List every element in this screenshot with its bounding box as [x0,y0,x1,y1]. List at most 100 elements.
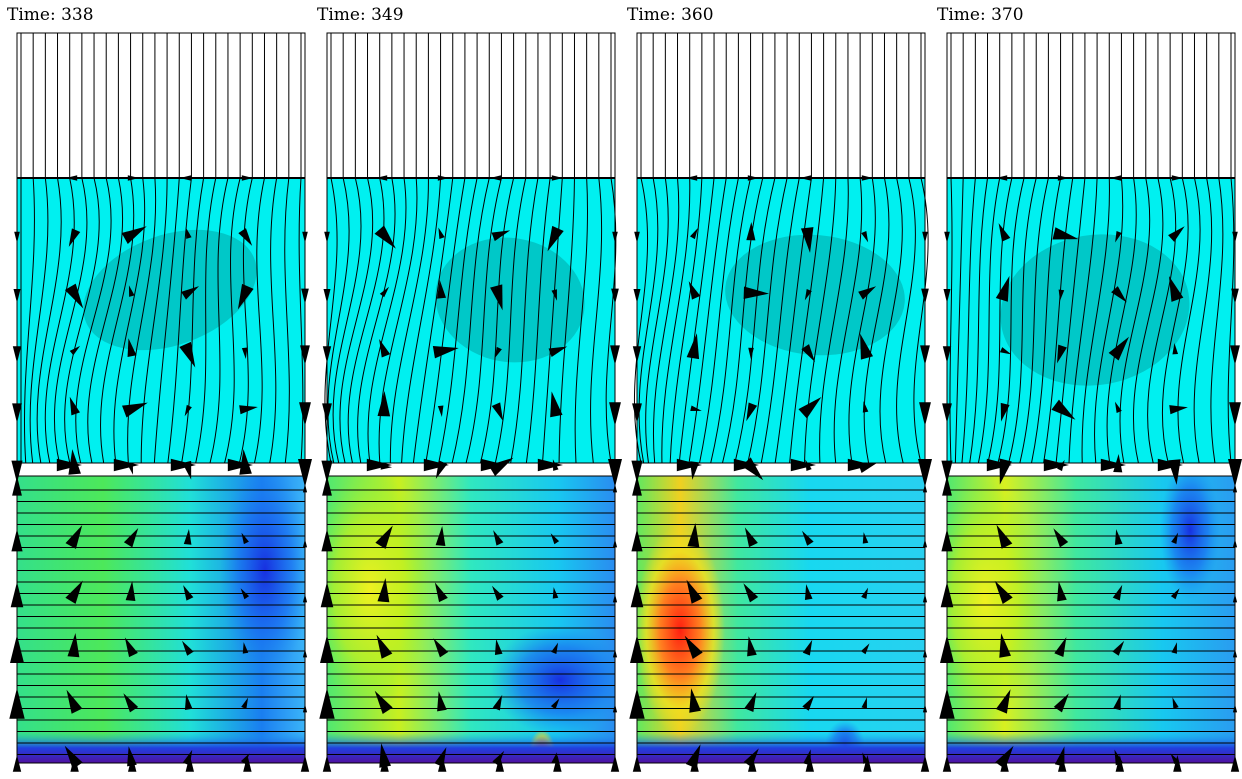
vector-arrow [861,175,873,181]
field-floor [947,733,1235,763]
streamline [100,32,135,464]
panel-title: Time: 338 [7,5,94,25]
streamline [961,32,976,464]
vector-arrow [185,227,192,239]
streamline [848,33,876,464]
vector-arrow [748,347,754,359]
vector-arrow [1168,276,1184,302]
streamline [710,33,752,464]
vector-arrow [179,341,196,368]
streamline [997,32,1025,464]
vector-arrow [861,587,869,600]
vector-arrow [1232,539,1238,548]
vector-arrow [490,175,502,181]
streamline [1210,33,1224,464]
vector-arrow [241,532,249,545]
vector-arrow [1000,755,1009,772]
vector-arrow [376,175,388,181]
vector-arrow [298,459,312,487]
vector-arrow [239,405,258,415]
vector-arrow [747,175,759,181]
vector-arrow [10,635,24,663]
streamline [298,32,304,464]
vector-arrow [13,289,21,303]
vector-arrow [1169,405,1188,415]
vector-arrow [1232,484,1238,493]
vector-arrow [64,745,83,769]
vector-arrow [1043,458,1069,472]
streamline [412,33,454,464]
streamline [913,33,929,464]
streamline [357,33,396,464]
vector-arrow [322,755,332,772]
vector-arrow [860,643,870,655]
vector-arrow [183,529,192,545]
streamline [1031,33,1062,464]
vector-arrow [1111,286,1127,303]
streamline [652,33,680,464]
vector-arrow [553,755,562,772]
vector-arrow [66,689,83,714]
streamline [389,33,429,464]
vector-arrow [492,750,505,766]
vector-arrow [922,594,928,603]
vector-arrow [10,582,24,608]
vector-arrow [321,529,333,552]
vector-arrow [744,527,758,548]
vector-arrow [632,755,642,772]
vector-arrow [377,391,391,417]
vector-arrow [631,460,643,483]
vector-arrow [941,460,953,483]
vector-arrow [434,582,448,603]
streamline [699,32,739,464]
vector-arrow [999,347,1012,355]
streamline [669,33,703,464]
vector-arrow [123,528,139,548]
vector-arrow [608,459,622,487]
vector-arrow [182,640,194,656]
vector-arrow [11,529,23,552]
vector-arrow [612,594,618,603]
vector-arrow [922,704,928,713]
vector-arrow [689,688,702,713]
streamline [1055,33,1086,464]
streamline [1193,33,1213,464]
vector-arrow [437,405,444,417]
vector-arrow [940,582,954,608]
vector-arrow [495,755,504,772]
streamline [510,33,539,464]
streamline [949,32,953,464]
streamline [167,32,192,464]
vector-arrow [1058,755,1067,772]
vector-arrow [686,175,698,181]
streamline [140,32,168,464]
vector-arrow [321,460,333,483]
vector-arrow [632,403,642,423]
vector-arrow [184,404,192,417]
vector-arrow [65,580,83,604]
vector-arrow [243,755,252,772]
vector-arrow [1172,343,1179,355]
streamline [284,33,290,464]
streamline [542,32,563,464]
streamline [253,33,265,464]
streamline [339,32,374,464]
streamline [324,33,338,464]
vector-arrow [1168,226,1185,242]
vector-arrow [920,755,930,772]
streamline [747,32,788,464]
vector-arrow [999,633,1012,658]
streamline [774,33,812,464]
vector-arrow [299,402,311,426]
vector-arrow [322,476,332,496]
vector-arrow [805,755,814,772]
vector-arrow [1054,637,1067,658]
streamline [87,33,123,464]
vector-arrow [552,587,559,599]
vector-arrow [1052,227,1079,240]
vector-arrow [1228,459,1242,487]
vector-arrow [423,458,449,472]
streamline [638,33,659,464]
vector-arrow [493,530,504,546]
streamline [269,32,278,464]
